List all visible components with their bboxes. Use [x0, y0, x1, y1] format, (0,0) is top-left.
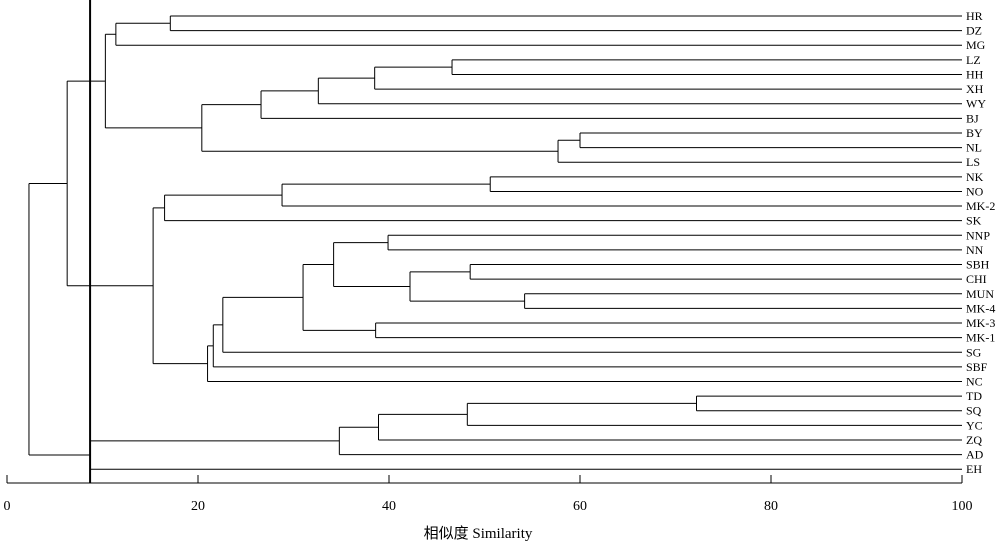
x-tick-label: 100 — [952, 499, 973, 514]
leaf-label: CHI — [966, 272, 987, 286]
x-tick-label: 0 — [4, 499, 11, 514]
leaf-label: SBH — [966, 258, 990, 272]
leaf-label: MK-4 — [966, 301, 995, 315]
leaf-labels: HRDZMGLZHHXHWYBJBYNLLSNKNOMK-2SKNNPNNSBH… — [966, 9, 995, 476]
leaf-label: LZ — [966, 53, 981, 67]
leaf-label: SQ — [966, 404, 982, 418]
leaf-label: LS — [966, 155, 980, 169]
leaf-label: NNP — [966, 228, 990, 242]
x-axis-ticks: 0 20 40 60 80 100 — [4, 475, 973, 514]
x-tick-label: 20 — [191, 499, 205, 514]
leaf-label: EH — [966, 462, 982, 476]
x-tick-label: 60 — [573, 499, 587, 514]
leaf-label: BJ — [966, 111, 979, 125]
leaf-label: NK — [966, 170, 984, 184]
x-tick-label: 40 — [382, 499, 396, 514]
leaf-label: WY — [966, 97, 986, 111]
leaf-label: SBF — [966, 360, 988, 374]
leaf-label: ZQ — [966, 433, 982, 447]
leaf-label: HR — [966, 9, 983, 23]
x-axis-label: 相似度 Similarity — [424, 525, 533, 542]
leaf-label: AD — [966, 448, 984, 462]
leaf-label: BY — [966, 126, 983, 140]
leaf-label: NL — [966, 141, 982, 155]
leaf-label: TD — [966, 389, 982, 403]
leaf-label: NC — [966, 375, 983, 389]
leaf-label: MUN — [966, 287, 994, 301]
x-tick-label: 80 — [764, 499, 778, 514]
leaf-label: XH — [966, 82, 984, 96]
leaf-label: HH — [966, 67, 984, 81]
leaf-label: MG — [966, 38, 986, 52]
x-axis: 0 20 40 60 80 100 — [4, 475, 973, 514]
leaf-label: MK-2 — [966, 199, 995, 213]
leaf-label: NO — [966, 184, 984, 198]
leaf-label: MK-3 — [966, 316, 995, 330]
leaf-label: MK-1 — [966, 331, 995, 345]
leaf-label: YC — [966, 418, 983, 432]
leaf-label: SG — [966, 345, 982, 359]
leaf-label: SK — [966, 214, 982, 228]
dendrogram-branches — [28, 15, 962, 470]
leaf-label: DZ — [966, 24, 982, 38]
leaf-label: NN — [966, 243, 984, 257]
